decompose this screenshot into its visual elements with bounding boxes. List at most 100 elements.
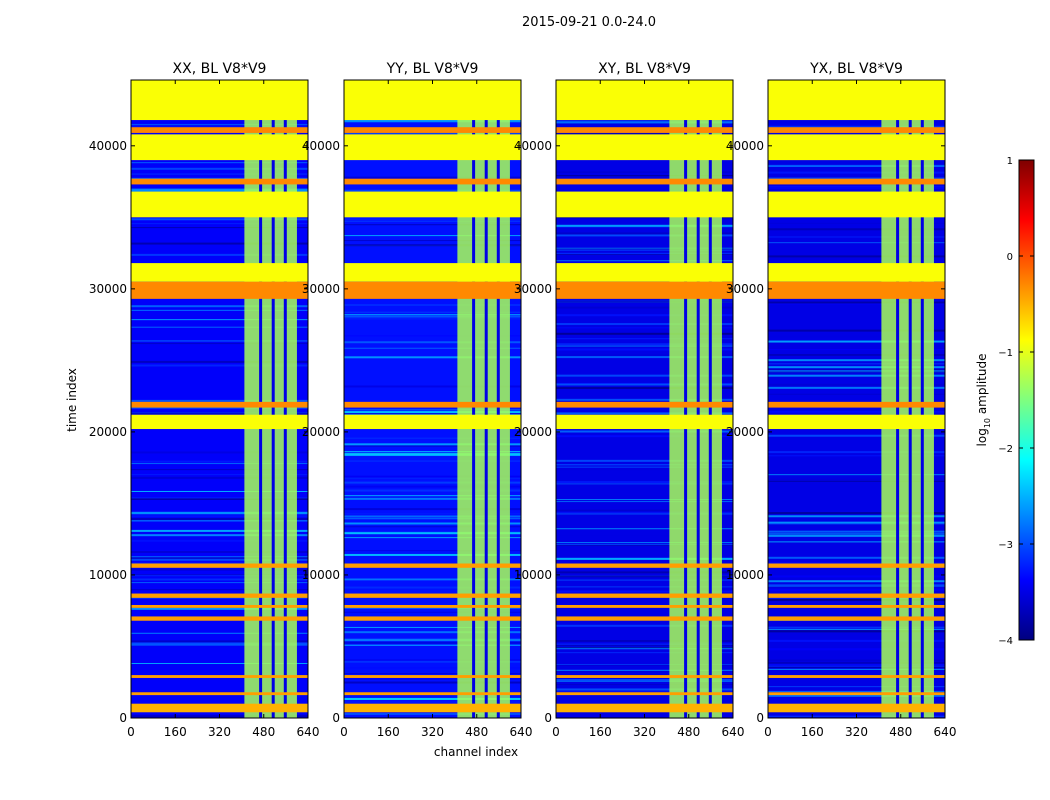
rfi-band [131, 127, 308, 133]
time-streak [556, 647, 733, 649]
time-streak [768, 515, 945, 518]
time-streak [344, 244, 521, 247]
time-streak [768, 480, 945, 482]
rfi-band [131, 401, 308, 408]
time-streak [344, 409, 521, 412]
time-streak [556, 684, 733, 686]
time-streak [556, 509, 733, 511]
time-streak [768, 530, 945, 533]
time-streak [344, 481, 521, 484]
band-gap [271, 80, 275, 718]
time-streak [131, 539, 308, 542]
time-streak [131, 399, 308, 402]
time-streak [556, 528, 733, 530]
time-streak [768, 451, 945, 454]
x-tick-label: 640 [510, 725, 533, 739]
time-streak [556, 382, 733, 384]
time-streak [556, 343, 733, 346]
time-streak [344, 437, 521, 439]
time-streak [556, 121, 733, 124]
time-streak [556, 459, 733, 462]
time-streak [556, 387, 733, 390]
rfi-band [556, 178, 733, 185]
time-streak [768, 478, 945, 481]
time-streak [344, 311, 521, 313]
time-streak [556, 624, 733, 627]
rfi-band [131, 80, 308, 121]
time-streak [768, 374, 945, 377]
rfi-band [768, 692, 945, 696]
rfi-band [768, 80, 945, 121]
time-streak [344, 578, 521, 580]
x-tick-label: 0 [764, 725, 772, 739]
time-streak [768, 686, 945, 688]
time-streak [768, 185, 945, 187]
band-gap [484, 80, 488, 718]
x-tick-label: 480 [889, 725, 912, 739]
x-tick-label: 0 [552, 725, 560, 739]
time-streak [131, 574, 308, 577]
x-tick-label: 480 [677, 725, 700, 739]
time-streak [131, 326, 308, 328]
time-streak [344, 224, 521, 226]
time-streak [556, 688, 733, 691]
y-tick-label: 20000 [302, 425, 340, 439]
time-streak [556, 435, 733, 438]
y-tick-label: 30000 [726, 282, 764, 296]
rfi-band [131, 692, 308, 696]
rfi-band [556, 616, 733, 621]
time-streak [344, 443, 521, 446]
time-streak [768, 369, 945, 371]
rfi-band [556, 604, 733, 608]
rfi-band [556, 263, 733, 282]
time-streak [131, 463, 308, 465]
time-streak [768, 359, 945, 362]
time-streak [131, 515, 308, 518]
y-tick-label: 20000 [89, 425, 127, 439]
time-streak [556, 590, 733, 593]
time-streak [131, 310, 308, 312]
time-streak [556, 306, 733, 309]
time-streak [131, 451, 308, 454]
rfi-band [344, 191, 521, 218]
time-streak [131, 558, 308, 561]
band-gap [696, 80, 700, 718]
x-axis-label: channel index [434, 745, 518, 759]
time-streak [131, 561, 308, 563]
y-tick-label: 10000 [89, 568, 127, 582]
rfi-band [768, 604, 945, 608]
time-streak [768, 666, 945, 668]
time-streak [131, 712, 308, 715]
colorbar-label-rest: amplitude [975, 354, 989, 418]
rfi-band [556, 191, 733, 218]
time-streak [768, 522, 945, 525]
time-streak [556, 680, 733, 682]
rfi-band [768, 178, 945, 185]
rfi-band [131, 593, 308, 598]
time-streak [131, 167, 308, 170]
time-streak [131, 123, 308, 125]
y-tick-label: 30000 [302, 282, 340, 296]
time-streak [131, 568, 308, 571]
time-streak [768, 639, 945, 642]
rfi-band [768, 281, 945, 299]
band-gap [896, 80, 900, 718]
panel-1: YY, BL V8*V9 0 160 320 480 640 0 10000 20000 3000… [302, 61, 533, 739]
time-streak [556, 643, 733, 645]
time-streak [344, 526, 521, 528]
time-streak [131, 476, 308, 479]
time-streak [556, 466, 733, 468]
panel-0: XX, BL V8*V9 0 160 320 480 640 0 10000 20000 3000… [89, 61, 320, 739]
y-tick-label: 40000 [302, 139, 340, 153]
time-streak [768, 164, 945, 167]
panel-2: XY, BL V8*V9 0 160 320 480 640 0 10000 20000 3000… [514, 61, 745, 739]
x-tick-label: 480 [252, 725, 275, 739]
time-streak [131, 529, 308, 532]
rfi-band [344, 414, 521, 430]
panel-title: YX, BL V8*V9 [809, 61, 903, 77]
rfi-band [768, 401, 945, 408]
time-streak [768, 541, 945, 543]
time-streak [344, 489, 521, 492]
time-streak [344, 304, 521, 306]
